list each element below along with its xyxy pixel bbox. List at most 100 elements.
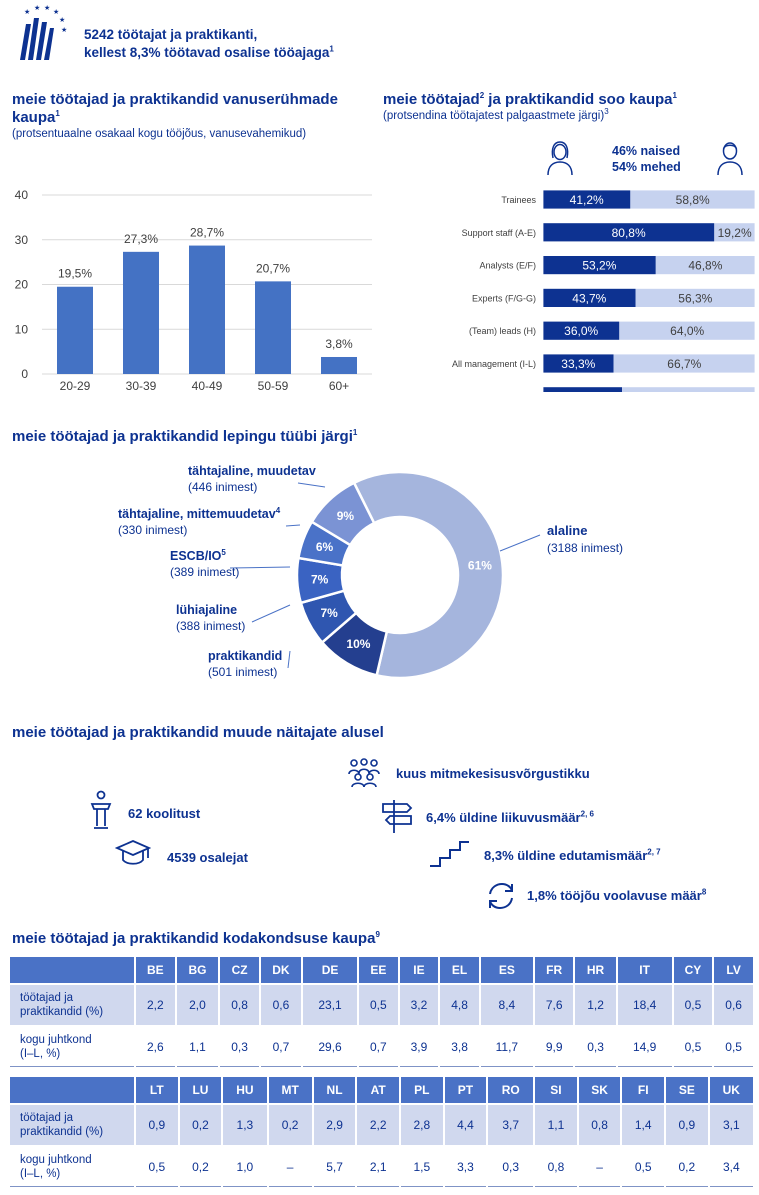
- stat-trainings-text: 62 koolitust: [128, 806, 201, 821]
- donut-leader-line: [287, 650, 291, 669]
- gender-label-men: 19,2%: [718, 226, 752, 240]
- gender-bar-men: [619, 321, 755, 341]
- donut-slice: [310, 481, 376, 547]
- table-cell: 0,9: [136, 1105, 178, 1145]
- age-bar: [255, 281, 291, 374]
- gender-label-men: 62,7%: [672, 390, 706, 392]
- gender-bar-women: [543, 321, 620, 341]
- age-y-tick: 0: [21, 367, 28, 381]
- table-cell: 9,9: [534, 1027, 574, 1067]
- table-cell: 0,6: [714, 985, 753, 1025]
- svg-text:★: ★: [34, 4, 40, 12]
- country-code-header: LV: [714, 957, 753, 983]
- gender-bar-men: [613, 354, 755, 373]
- woman-icon-wrap: [546, 140, 574, 181]
- gender-label-women: 53,2%: [582, 259, 616, 273]
- donut-slice-pct: 61%: [468, 559, 492, 573]
- gender-label-women: 33,3%: [561, 357, 595, 371]
- table-cell: 0,7: [260, 1027, 301, 1067]
- table-cell: 0,5: [714, 1027, 753, 1067]
- age-y-tick: 30: [15, 233, 29, 247]
- row-label: töötajad ja praktikandid (%): [10, 1105, 134, 1145]
- table-cell: 0,5: [359, 985, 398, 1025]
- gender-category-label: Analysts (E/F): [479, 261, 536, 271]
- age-bar-label: 28,7%: [190, 226, 224, 240]
- country-code-header: AT: [357, 1077, 399, 1103]
- table-cell: 3,2: [399, 985, 439, 1025]
- donut-slice-pct: 7%: [311, 572, 329, 586]
- age-bar-label: 20,7%: [256, 261, 290, 275]
- gender-label-women: 41,2%: [570, 193, 604, 207]
- country-code-header: CY: [673, 957, 713, 983]
- table-cell: 1,3: [223, 1105, 267, 1145]
- age-bar-chart: 0 10 20 30 40 19,5% 20-29 27,3% 30-39 28,7% 40-49 2…: [15, 188, 372, 393]
- country-code-header: IE: [399, 957, 439, 983]
- gender-category-label: Support staff (A-E): [462, 228, 536, 238]
- donut-label: lühiajaline: [176, 603, 237, 617]
- stat-promotion-text: 8,3% üldine edutamismäär: [484, 848, 648, 863]
- country-code-header: PT: [444, 1077, 487, 1103]
- table-cell: 0,3: [220, 1027, 259, 1067]
- age-y-tick: 20: [15, 278, 29, 292]
- table-cell: 0,8: [535, 1147, 577, 1187]
- table-cell: 0,9: [666, 1105, 708, 1145]
- gender-label-men: 56,3%: [678, 291, 712, 305]
- gender-stacked-bar-chart: Trainees 41,2% 58,8% Support staff (A-E) 80,…: [432, 189, 756, 392]
- country-code-header: SK: [578, 1077, 621, 1103]
- svg-text:★: ★: [61, 26, 67, 34]
- table-cell: 2,6: [136, 1027, 175, 1067]
- country-code-header: LT: [136, 1077, 178, 1103]
- country-code-header: FR: [534, 957, 574, 983]
- table-cell: 0,5: [673, 985, 713, 1025]
- table-cell: 0,8: [578, 1105, 621, 1145]
- gender-label-women: 37,3%: [566, 390, 600, 392]
- table-cell: 2,9: [313, 1105, 356, 1145]
- row-label: kogu juhtkond (I–L, %): [10, 1027, 134, 1067]
- table-cell: 8,4: [480, 985, 533, 1025]
- svg-text:★: ★: [59, 16, 65, 24]
- table-cell: 29,6: [303, 1027, 358, 1067]
- table-cell: 2,8: [400, 1105, 443, 1145]
- gender-bar-men: [635, 288, 755, 308]
- table-row: töötajad ja praktikandid (%) 2,2 2,0 0,8 0,6 2…: [10, 985, 753, 1025]
- header-line-1: 5242 töötajat ja praktikanti,: [84, 27, 258, 42]
- man-icon-wrap: [716, 140, 744, 181]
- stat-mobility-text: 6,4% üldine liikuvusmäär: [426, 810, 581, 825]
- country-code-header: UK: [709, 1077, 753, 1103]
- stat-participants-text: 4539 osalejat: [167, 850, 248, 865]
- header-summary: 5242 töötajat ja praktikanti, kellest 8,…: [84, 26, 334, 62]
- table-cell: 0,7: [359, 1027, 398, 1067]
- table-cell: 0,2: [666, 1147, 708, 1187]
- table-cell: 3,8: [440, 1027, 479, 1067]
- donut-leader-line: [251, 604, 291, 623]
- age-section-title: meie töötajad ja praktikandid vanuserühm…: [12, 91, 338, 126]
- age-x-tick: 30-39: [126, 379, 157, 393]
- gender-bar-men: [714, 222, 755, 242]
- table-cell: 2,0: [176, 985, 219, 1025]
- age-bar-label: 19,5%: [58, 267, 92, 281]
- signpost-icon: [382, 800, 413, 833]
- gender-bar-frame: [542, 189, 756, 210]
- table-cell: 0,3: [488, 1147, 534, 1187]
- gender-totals: 46% naised 54% mehed: [612, 143, 681, 175]
- gender-label-men: 58,8%: [676, 193, 710, 207]
- gender-label-women: 36,0%: [564, 324, 598, 338]
- table-cell: 3,1: [709, 1105, 753, 1145]
- donut-label: praktikandid: [208, 649, 282, 663]
- table-cell: 14,9: [617, 1027, 672, 1067]
- gender-category-label: (Team) leads (H): [469, 326, 536, 336]
- gender-label-women: 43,7%: [572, 291, 606, 305]
- donut-slice-pct: 7%: [320, 606, 338, 620]
- svg-text:★: ★: [53, 8, 59, 16]
- table-cell: 0,5: [673, 1027, 713, 1067]
- ecb-logo-icon: ★ ★ ★ ★★★: [20, 4, 67, 60]
- table-cell: 1,2: [575, 985, 616, 1025]
- people-group-icon: [348, 758, 380, 788]
- gender-bar-women: [543, 255, 656, 275]
- country-code-header: BG: [176, 957, 219, 983]
- country-code-header: CZ: [220, 957, 259, 983]
- table-cell: 0,2: [179, 1147, 222, 1187]
- table-cell: 11,7: [480, 1027, 533, 1067]
- gender-bar-women: [543, 354, 614, 373]
- donut-label: tähtajaline, mittemuudetav4: [118, 506, 281, 521]
